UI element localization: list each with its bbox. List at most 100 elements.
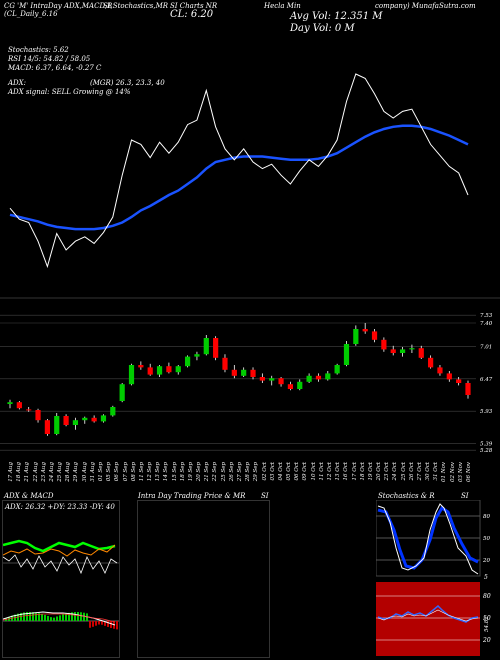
date-label: 05 Oct — [286, 462, 293, 481]
candle-body — [213, 338, 219, 358]
rsi-panel-bg — [376, 582, 480, 656]
candle-body — [128, 365, 135, 385]
date-label: 25 Sep — [220, 462, 227, 482]
intraday-panel — [137, 500, 270, 658]
price-axis-label: 5.39 — [480, 442, 493, 448]
date-label: 18 Oct — [359, 462, 366, 481]
macd-readout: MACD: 6.37, 6.64, -0.27 C — [8, 64, 102, 72]
candle-body — [222, 357, 228, 370]
date-label: 23 Oct — [384, 462, 391, 481]
stoch-d-line — [377, 505, 479, 570]
macd-histogram-bar — [41, 613, 43, 621]
date-label: 16 Oct — [343, 462, 350, 481]
date-label: 29 Sep — [253, 462, 260, 482]
date-label: 17 Oct — [351, 462, 358, 481]
price-axis-label: 5.28 — [480, 448, 493, 454]
header-site: company) MunafaSutra.com — [375, 2, 476, 10]
date-label: 20 Oct — [376, 462, 383, 481]
date-label: 26 Oct — [408, 462, 415, 481]
adx-panel-values: ADX: 26.32 +DY: 23.33 -DY: 40 — [5, 503, 115, 511]
date-label: 31 Oct — [433, 462, 440, 481]
date-label: 22 Sep — [212, 462, 219, 482]
candle-body — [269, 378, 275, 381]
date-label: 12 Sep — [147, 462, 154, 482]
date-label: 24 Oct — [392, 462, 399, 481]
stochastics-panel: 80 50 20 5 80 50 20 54.82 — [376, 500, 498, 656]
moving-average-line — [9, 124, 469, 231]
header-company: Hecla Min — [264, 2, 301, 10]
header-line1-mid: SI,Stochastics,MR — [103, 2, 169, 10]
candle-body — [315, 375, 322, 380]
candle-body — [343, 344, 350, 365]
adx-panel: ADX: 26.32 +DY: 23.33 -DY: 40 — [2, 500, 120, 658]
candle-body — [399, 349, 406, 353]
header-day-vol: Day Vol: 0 M — [290, 23, 355, 34]
candle-body — [91, 417, 97, 422]
date-label: 02 Oct — [261, 462, 268, 481]
macd-histogram-bar — [68, 612, 70, 621]
rsi-value: 54.82 — [484, 616, 490, 632]
date-label: 06 Nov — [466, 462, 472, 482]
price-axis-label: 7.01 — [480, 344, 492, 350]
date-label: 01 Nov — [441, 462, 448, 482]
stoch-readout: Stochastics: 5.62 — [8, 46, 69, 54]
date-label: 05 Sep — [106, 462, 113, 482]
date-label: 19 Sep — [187, 462, 194, 482]
stoch-axis-50: 50 — [483, 536, 490, 542]
macd-histogram-bar — [98, 621, 100, 625]
macd-histogram-bar — [77, 612, 79, 621]
macd-histogram-bar — [83, 612, 85, 621]
candle-body — [63, 416, 69, 425]
macd-histogram-bar — [47, 615, 49, 621]
candle-body — [250, 369, 256, 377]
date-label: 25 Aug — [57, 462, 64, 482]
date-label: 03 Nov — [457, 462, 464, 482]
candle-body — [297, 381, 303, 389]
macd-histogram-bar — [89, 621, 91, 628]
candle-body — [44, 420, 50, 434]
candle-body — [35, 410, 41, 421]
candle-body — [259, 377, 265, 381]
stoch-k-line — [377, 503, 479, 575]
price-axis-label: 7.40 — [480, 321, 493, 327]
adx-orange-line — [3, 544, 116, 557]
main-price-chart: 7.53 7.40 7.01 6.47 5.93 5.395.28 — [0, 73, 500, 454]
header-line1-right: SI Charts NR — [170, 2, 218, 10]
date-label: 28 Sep — [245, 462, 252, 482]
header-avg-vol: Avg Vol: 12.351 M — [290, 11, 383, 22]
macd-histogram-bar — [80, 612, 82, 621]
date-label: 26 Sep — [228, 462, 235, 482]
candle-body — [147, 367, 153, 375]
candle-body — [371, 331, 378, 340]
date-label: 30 Oct — [425, 462, 432, 481]
intraday-panel-title-si: SI — [261, 492, 269, 500]
macd-histogram-bar — [38, 613, 40, 621]
candle-body — [456, 379, 462, 383]
date-label: 18 Sep — [179, 462, 186, 482]
date-label: 28 Aug — [65, 462, 72, 482]
date-label: 22 Aug — [32, 462, 39, 482]
signal-readout: ADX signal: SELL Growing @ 14% — [8, 88, 131, 96]
macd-histogram-bar — [20, 612, 22, 621]
date-label: 13 Sep — [155, 462, 162, 482]
candle-body — [353, 329, 359, 344]
price-axis-label: 6.47 — [480, 377, 493, 383]
date-label: 21 Aug — [24, 462, 31, 482]
candle-body — [428, 357, 434, 368]
stoch-axis-20: 20 — [482, 558, 490, 564]
adx-green-line — [3, 539, 116, 553]
macd-histogram-bar — [50, 617, 52, 621]
intraday-panel-title: Intra Day Trading Price & MR — [138, 492, 246, 500]
candle-body — [7, 402, 13, 404]
date-label: 14 Sep — [163, 462, 170, 482]
date-label: 10 Oct — [310, 462, 317, 481]
mrsi-readout: (MGR) 26.3, 23.3, 40 — [90, 79, 165, 87]
candle-body — [334, 365, 340, 374]
stoch-panel-title: Stochastics & R — [378, 492, 435, 500]
rsi-axis-50: 50 — [483, 615, 491, 622]
candle-body — [241, 369, 247, 376]
date-label: 08 Sep — [130, 462, 137, 482]
candle-body — [156, 366, 163, 375]
candle-body — [119, 384, 125, 401]
candle-body — [390, 349, 396, 353]
